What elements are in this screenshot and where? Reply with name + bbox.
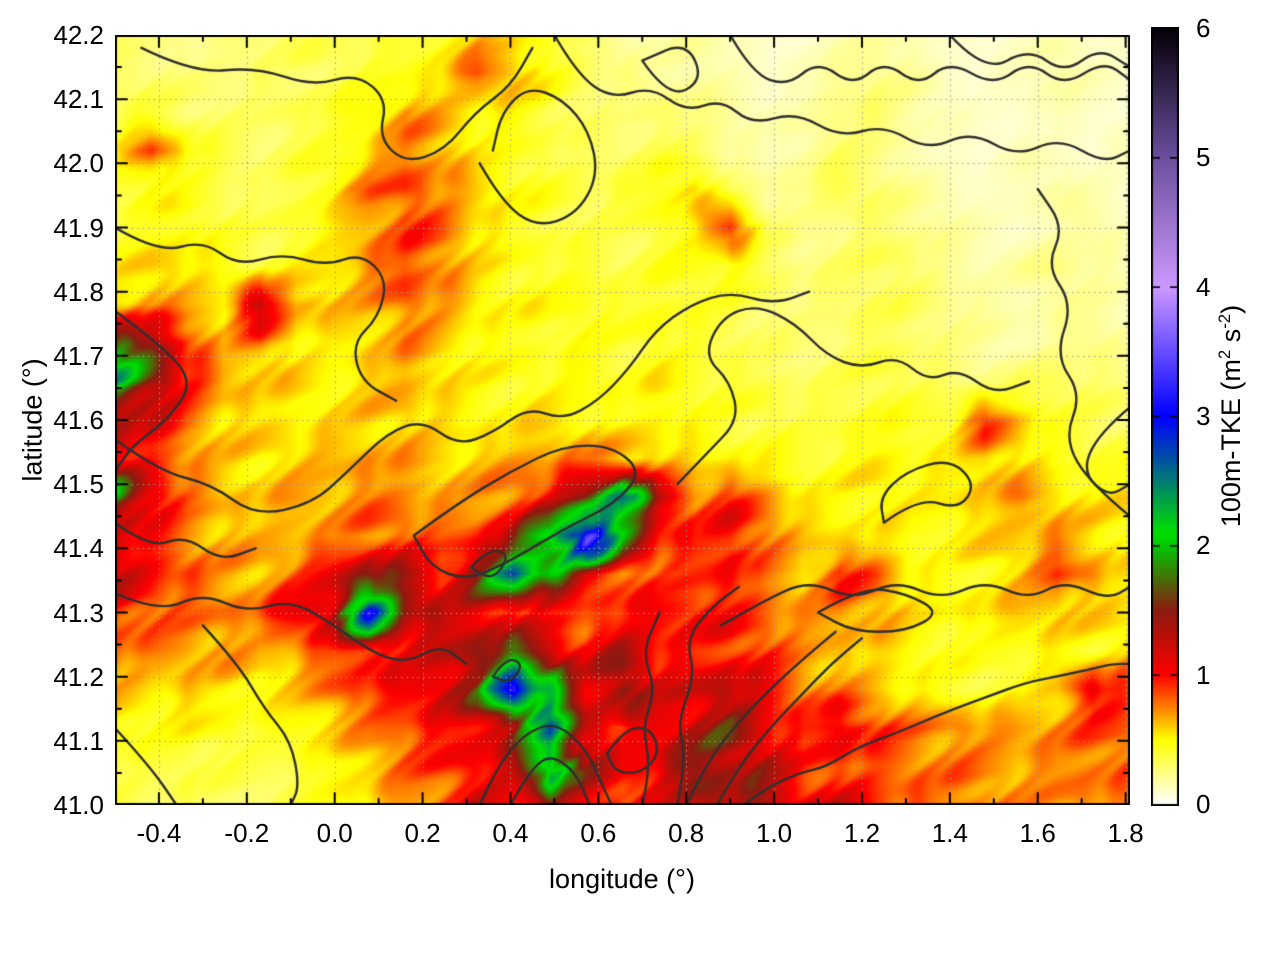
x-tick-label: -0.4 [136, 818, 182, 848]
colorbar-tick-label: 6 [1196, 13, 1211, 43]
y-tick-label: 41.1 [53, 725, 104, 756]
colorbar-canvas [1151, 27, 1179, 806]
tke-heatmap-canvas [115, 35, 1130, 805]
y-axis-label: latitude (°) [17, 358, 48, 482]
x-tick-label: 1.6 [1019, 818, 1056, 848]
colorbar-tick-label: 4 [1196, 271, 1211, 302]
x-tick-label: 0.2 [404, 818, 441, 848]
x-tick-label: -0.2 [224, 818, 270, 848]
x-tick-label: 0.0 [316, 818, 353, 848]
colorbar-tick-label: 0 [1196, 789, 1211, 819]
y-tick-label: 42.1 [53, 84, 104, 115]
colorbar-tick-label: 1 [1196, 659, 1211, 690]
colorbar-label-text: 100m-TKE (m [1216, 359, 1246, 528]
colorbar-label-text: s [1216, 328, 1246, 350]
x-tick-label: 0.4 [492, 818, 529, 848]
y-tick-label: 41.6 [53, 405, 104, 435]
colorbar-label-text: ) [1216, 304, 1246, 314]
x-tick-label: 1.0 [756, 818, 793, 848]
y-tick-label: 41.9 [53, 212, 104, 243]
x-tick-label: 0.8 [668, 818, 705, 848]
y-tick-label: 42.0 [53, 148, 104, 179]
x-axis-label: longitude (°) [549, 864, 695, 894]
y-tick-label: 42.2 [53, 20, 104, 50]
colorbar-label-sup: -2 [1215, 313, 1234, 329]
x-tick-label: 1.2 [843, 818, 881, 848]
x-tick-label: 1.4 [931, 818, 968, 848]
x-tick-label: 0.6 [580, 818, 617, 848]
x-tick-label: 1.8 [1107, 818, 1144, 848]
colorbar-label: 100m-TKE (m2 s-2) [1215, 304, 1246, 528]
colorbar-tick-label: 2 [1196, 530, 1211, 561]
y-tick-label: 41.7 [53, 340, 104, 371]
y-tick-label: 41.8 [53, 276, 104, 307]
y-tick-label: 41.3 [53, 597, 104, 628]
y-tick-label: 41.2 [53, 661, 104, 692]
y-tick-label: 41.4 [53, 533, 104, 564]
colorbar-label-sup: 2 [1215, 349, 1234, 360]
colorbar-tick-label: 3 [1196, 401, 1211, 431]
y-tick-label: 41.0 [53, 790, 104, 820]
y-tick-label: 41.5 [53, 469, 104, 500]
colorbar-tick-label: 5 [1196, 142, 1211, 173]
